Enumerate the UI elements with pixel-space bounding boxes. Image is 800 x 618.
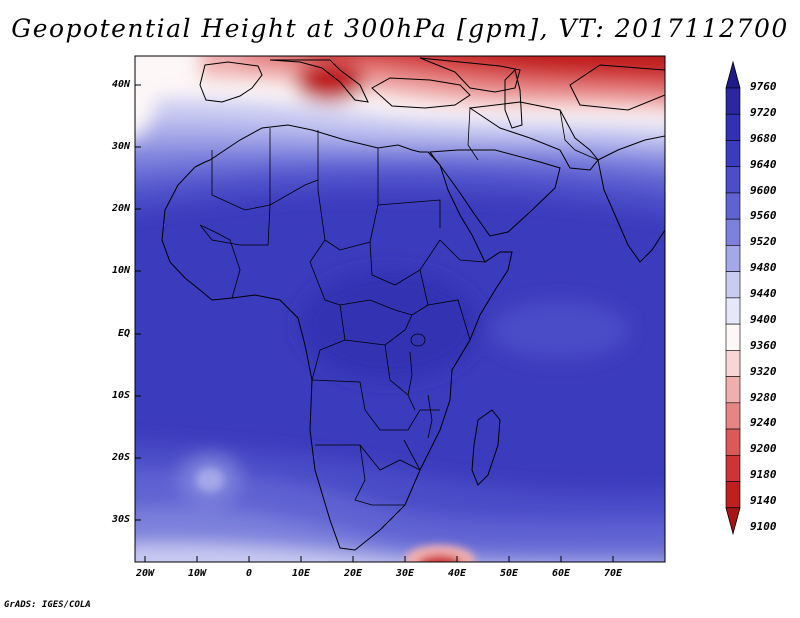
colorbar-swatch bbox=[725, 218, 741, 246]
lon-label: 10W bbox=[187, 568, 207, 579]
colorbar-tick-label: 9320 bbox=[750, 364, 777, 378]
lon-label: 20E bbox=[343, 568, 363, 579]
colorbar-swatch bbox=[725, 271, 741, 299]
india bbox=[597, 135, 665, 263]
colorbar-swatch bbox=[725, 87, 741, 115]
coastlines bbox=[161, 57, 665, 551]
colorbar-tick-label: 9360 bbox=[750, 338, 777, 352]
country-borders bbox=[199, 107, 599, 506]
colorbar-tick-label: 9240 bbox=[750, 416, 777, 430]
colorbar-tick-label: 9480 bbox=[750, 261, 777, 275]
lon-label: 60E bbox=[551, 568, 571, 579]
persia bbox=[468, 101, 599, 171]
colorbar-tick-label: 9440 bbox=[750, 287, 777, 301]
africa-coast bbox=[161, 124, 513, 551]
chart-title: Geopotential Height at 300hPa [gpm], VT:… bbox=[11, 14, 789, 43]
lon-label: 50E bbox=[499, 568, 519, 579]
colorbar-swatch bbox=[725, 245, 741, 272]
colorbar-tick-label: 9600 bbox=[750, 183, 777, 197]
italy-balkans bbox=[269, 59, 369, 103]
lat-label: EQ bbox=[117, 328, 130, 339]
colorbar-tick-label: 9760 bbox=[750, 80, 777, 93]
colorbar-tick-label: 9640 bbox=[750, 157, 777, 171]
height-field bbox=[135, 56, 665, 562]
colorbar-tick-label: 9200 bbox=[750, 442, 777, 456]
colorbar-swatch bbox=[725, 140, 741, 168]
lat-label: 30S bbox=[111, 514, 130, 525]
colorbar-swatch bbox=[725, 402, 741, 430]
colorbar-tick-label: 9400 bbox=[750, 312, 777, 326]
colorbar-tick-label: 9140 bbox=[750, 494, 777, 508]
lon-label: 70E bbox=[603, 568, 623, 579]
colorbar-tick-label: 9180 bbox=[750, 468, 777, 482]
colorbar-tick-label: 9720 bbox=[750, 105, 777, 119]
colorbar-tick-label: 9100 bbox=[750, 520, 777, 533]
lat-label: 10S bbox=[111, 390, 130, 401]
colorbar-bottom-arrow bbox=[725, 507, 741, 536]
lakes bbox=[407, 333, 433, 439]
black-sea bbox=[419, 57, 521, 93]
colorbar-swatch bbox=[725, 481, 741, 509]
lat-label: 40N bbox=[111, 79, 130, 90]
lon-label: 20W bbox=[135, 568, 155, 579]
lon-label: 10E bbox=[291, 568, 311, 579]
colorbar-top-arrow bbox=[725, 60, 741, 89]
colorbar-tick-label: 9520 bbox=[750, 235, 777, 249]
lon-label: 30E bbox=[395, 568, 415, 579]
plot-frame bbox=[134, 55, 666, 563]
lat-label: 10N bbox=[111, 265, 130, 276]
anatolia bbox=[371, 77, 471, 109]
axis-ticks bbox=[135, 84, 614, 562]
colorbar-swatch bbox=[725, 113, 741, 141]
lat-label: 20S bbox=[111, 452, 130, 463]
lat-label: 30N bbox=[111, 141, 130, 152]
iberia bbox=[199, 61, 263, 103]
colorbar-swatch bbox=[725, 297, 741, 325]
colorbar-swatch bbox=[725, 350, 741, 377]
credit-label: GrADS: IGES/COLA bbox=[4, 600, 91, 610]
colorbar-swatch bbox=[725, 192, 741, 220]
colorbar-swatch bbox=[725, 166, 741, 194]
caspian-sea bbox=[504, 69, 523, 129]
colorbar-swatch bbox=[725, 323, 741, 351]
colorbar-tick-label: 9680 bbox=[750, 131, 777, 145]
colorbar-swatch bbox=[725, 428, 741, 456]
arabia bbox=[429, 149, 561, 237]
lon-label: 0 bbox=[245, 568, 253, 579]
lat-label: 20N bbox=[111, 203, 130, 214]
madagascar bbox=[471, 409, 501, 486]
lon-label: 40E bbox=[447, 568, 467, 579]
colorbar-swatch bbox=[725, 376, 741, 404]
colorbar-swatch bbox=[725, 454, 741, 482]
colorbar bbox=[725, 60, 741, 536]
central-asia bbox=[569, 64, 665, 111]
colorbar-tick-label: 9280 bbox=[750, 390, 777, 404]
colorbar-tick-label: 9560 bbox=[750, 209, 777, 223]
